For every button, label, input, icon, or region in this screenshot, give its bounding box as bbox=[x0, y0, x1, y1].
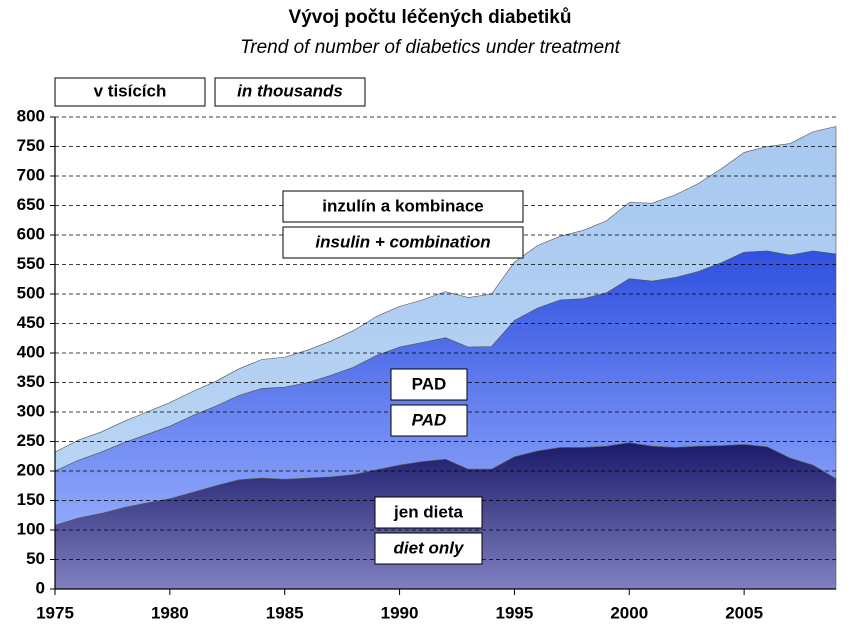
legend-label: jen dieta bbox=[393, 502, 464, 521]
legend-label: insulin + combination bbox=[315, 232, 490, 251]
chart-title: Vývoj počtu léčených diabetiků bbox=[289, 7, 572, 28]
legend-box bbox=[390, 368, 468, 401]
y-tick-label: 300 bbox=[17, 401, 45, 420]
unit-box bbox=[54, 77, 206, 107]
y-tick-label: 500 bbox=[17, 283, 45, 302]
y-tick-label: 550 bbox=[17, 254, 45, 273]
grid: 0 50 100 150 200 250 300 350 400 450 500 550 600 650 7… bbox=[17, 106, 836, 622]
x-tick-label: 1990 bbox=[381, 603, 419, 622]
legend-box bbox=[374, 532, 483, 565]
legend-box bbox=[374, 496, 483, 529]
y-tick-label: 350 bbox=[17, 372, 45, 391]
chart-subtitle: Trend of number of diabetics under treat… bbox=[240, 37, 621, 58]
unit-label: v tisících bbox=[94, 81, 167, 100]
y-tick-label: 400 bbox=[17, 342, 45, 361]
y-tick-label: 200 bbox=[17, 460, 45, 479]
area bbox=[54, 126, 837, 472]
x-tick-label: 2000 bbox=[610, 603, 648, 622]
x-tick-label: 1980 bbox=[151, 603, 189, 622]
y-tick-label: 450 bbox=[17, 313, 45, 332]
y-tick-label: 100 bbox=[17, 519, 45, 538]
legend-label: inzulín a kombinace bbox=[322, 196, 484, 215]
legend-label: PAD bbox=[412, 410, 447, 429]
y-tick-label: 150 bbox=[17, 490, 45, 509]
y-tick-label: 700 bbox=[17, 165, 45, 184]
x-tick-label: 1975 bbox=[36, 603, 74, 622]
y-tick-label: 650 bbox=[17, 195, 45, 214]
y-tick-label: 750 bbox=[17, 136, 45, 155]
legend-label: PAD bbox=[412, 374, 447, 393]
legend-box bbox=[282, 226, 524, 259]
y-tick-label: 600 bbox=[17, 224, 45, 243]
y-tick-label: 0 bbox=[36, 578, 45, 597]
legend-label: diet only bbox=[394, 538, 465, 557]
x-tick-label: 2005 bbox=[725, 603, 763, 622]
y-tick-label: 50 bbox=[26, 549, 45, 568]
legend-box bbox=[390, 404, 468, 437]
unit-box bbox=[214, 77, 366, 107]
y-tick-label: 250 bbox=[17, 431, 45, 450]
x-tick-label: 1995 bbox=[495, 603, 533, 622]
unit-label-en: in thousands bbox=[237, 81, 343, 100]
x-tick-label: 1985 bbox=[266, 603, 304, 622]
legend-box bbox=[282, 190, 524, 223]
y-tick-label: 800 bbox=[17, 106, 45, 125]
labels: jen dieta diet only PAD PAD inzulín a kombin… bbox=[282, 190, 524, 565]
